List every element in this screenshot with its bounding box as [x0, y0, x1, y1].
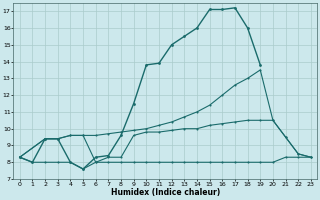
X-axis label: Humidex (Indice chaleur): Humidex (Indice chaleur) — [111, 188, 220, 197]
